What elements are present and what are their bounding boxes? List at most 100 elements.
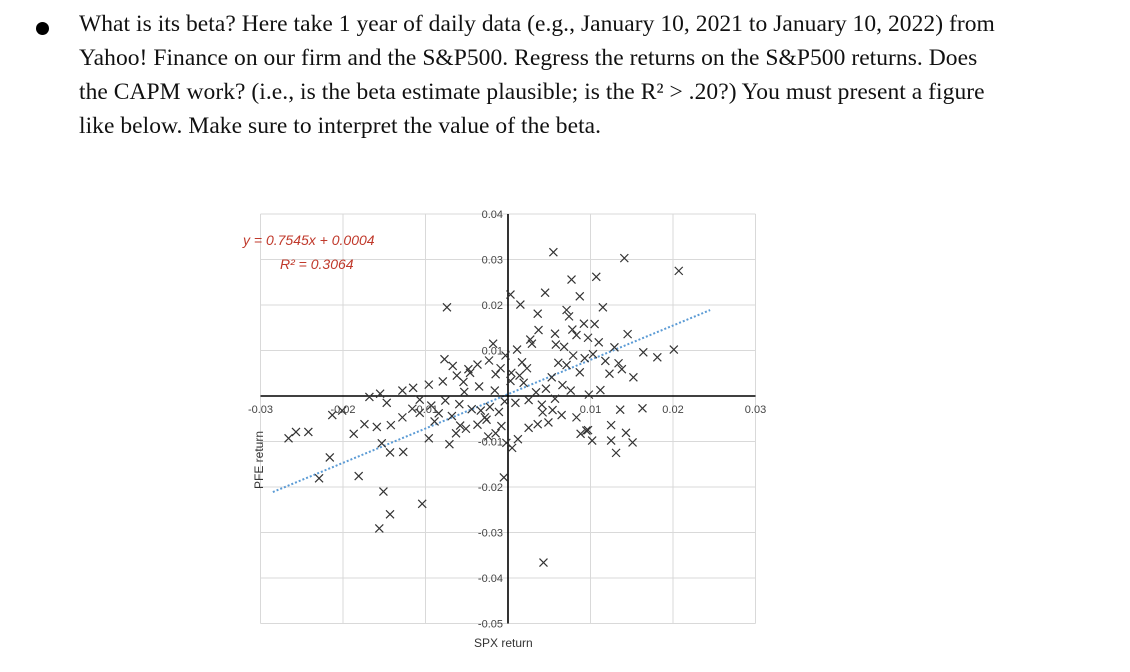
data-point: [590, 319, 600, 329]
data-point: [397, 386, 407, 395]
data-point: [548, 247, 558, 257]
data-point: [442, 302, 452, 312]
data-point: [564, 311, 574, 321]
data-point: [557, 410, 567, 420]
data-point: [628, 372, 638, 382]
x-tick-label: 0.03: [745, 404, 766, 416]
data-point: [424, 433, 434, 443]
data-point: [385, 509, 395, 519]
data-point: [349, 429, 359, 439]
data-point: [600, 356, 610, 366]
question-bullet-item: What is its beta? Here take 1 year of da…: [0, 0, 1130, 160]
trendline-path: [272, 309, 711, 493]
data-point: [515, 371, 524, 380]
data-point: [576, 429, 586, 439]
data-point: [567, 275, 576, 284]
y-tick-label: -0.03: [478, 528, 503, 540]
y-tick-label: -0.04: [478, 573, 503, 585]
data-point: [614, 358, 623, 368]
data-point: [533, 419, 543, 429]
question-line-1: What is its beta? Here take 1 year of da…: [79, 11, 995, 37]
data-point: [397, 412, 407, 422]
y-tick-label: 0.03: [482, 255, 503, 267]
data-point: [398, 447, 408, 457]
data-point: [531, 387, 541, 397]
data-points: [284, 247, 684, 567]
data-point: [538, 407, 548, 417]
data-point: [594, 337, 604, 347]
data-point: [506, 376, 515, 386]
data-point: [500, 397, 510, 406]
data-point: [547, 372, 557, 382]
data-point: [562, 305, 571, 315]
data-point: [485, 402, 495, 412]
data-point: [527, 339, 537, 349]
data-point: [587, 436, 597, 446]
data-point: [506, 368, 516, 378]
data-point: [484, 356, 494, 365]
data-point: [407, 404, 417, 414]
data-point: [473, 360, 482, 370]
data-point: [314, 473, 324, 483]
data-point: [491, 369, 501, 379]
data-point: [580, 353, 590, 363]
data-point: [496, 421, 506, 431]
data-point: [548, 405, 557, 415]
data-point: [507, 443, 517, 453]
scatter-chart: -0.03 -0.02 -0.01 0.01 0.02 0.03 0.04 0.03 0.02…: [242, 209, 766, 650]
y-tick-labels: 0.04 0.03 0.02 0.01 -0.01 -0.02 -0.03 -0.04 -0.0…: [478, 209, 503, 631]
data-point: [448, 361, 458, 371]
x-axis-title: SPX return: [474, 636, 533, 650]
question-line-4: like below. Make sure to interpret the v…: [79, 113, 602, 139]
y-axis-title: PFE return: [252, 431, 266, 489]
data-point: [517, 357, 527, 367]
data-point: [575, 291, 585, 301]
data-point: [541, 384, 551, 394]
data-point: [619, 253, 629, 263]
data-point: [591, 272, 601, 282]
data-point: [572, 412, 581, 422]
data-point: [579, 319, 589, 329]
data-point: [490, 386, 500, 395]
data-point: [447, 411, 457, 421]
data-point: [544, 417, 553, 427]
x-tick-label: -0.03: [248, 404, 273, 416]
data-point: [337, 406, 347, 415]
data-point: [588, 349, 598, 359]
data-point: [291, 427, 301, 437]
data-point: [562, 360, 571, 370]
data-point: [534, 325, 543, 335]
data-point: [559, 342, 569, 352]
data-point: [583, 333, 593, 343]
data-point: [598, 302, 608, 312]
data-point: [506, 290, 515, 299]
data-point: [575, 367, 585, 377]
y-tick-label: 0.02: [482, 300, 503, 312]
data-point: [467, 404, 477, 414]
data-point: [669, 345, 679, 355]
data-point: [375, 389, 385, 399]
data-point: [511, 398, 520, 408]
y-tick-label: -0.02: [478, 482, 503, 494]
data-point: [621, 428, 631, 438]
data-point: [424, 380, 434, 390]
x-tick-label: -0.02: [330, 404, 355, 416]
data-point: [408, 383, 418, 393]
r-squared-label: R² = 0.3064: [280, 256, 354, 272]
data-point: [415, 408, 425, 418]
data-point: [499, 473, 509, 482]
data-point: [451, 428, 461, 438]
trendline: [272, 309, 711, 493]
data-point: [501, 351, 510, 360]
data-point: [415, 395, 425, 405]
data-point: [360, 419, 369, 429]
data-point: [553, 358, 563, 368]
y-tick-label: 0.04: [482, 209, 503, 221]
data-point: [426, 401, 436, 410]
x-tick-label: 0.02: [662, 404, 683, 416]
data-point: [558, 380, 567, 390]
data-point: [372, 422, 382, 432]
data-point: [327, 410, 337, 420]
data-point: [512, 345, 522, 355]
data-point: [581, 426, 591, 436]
